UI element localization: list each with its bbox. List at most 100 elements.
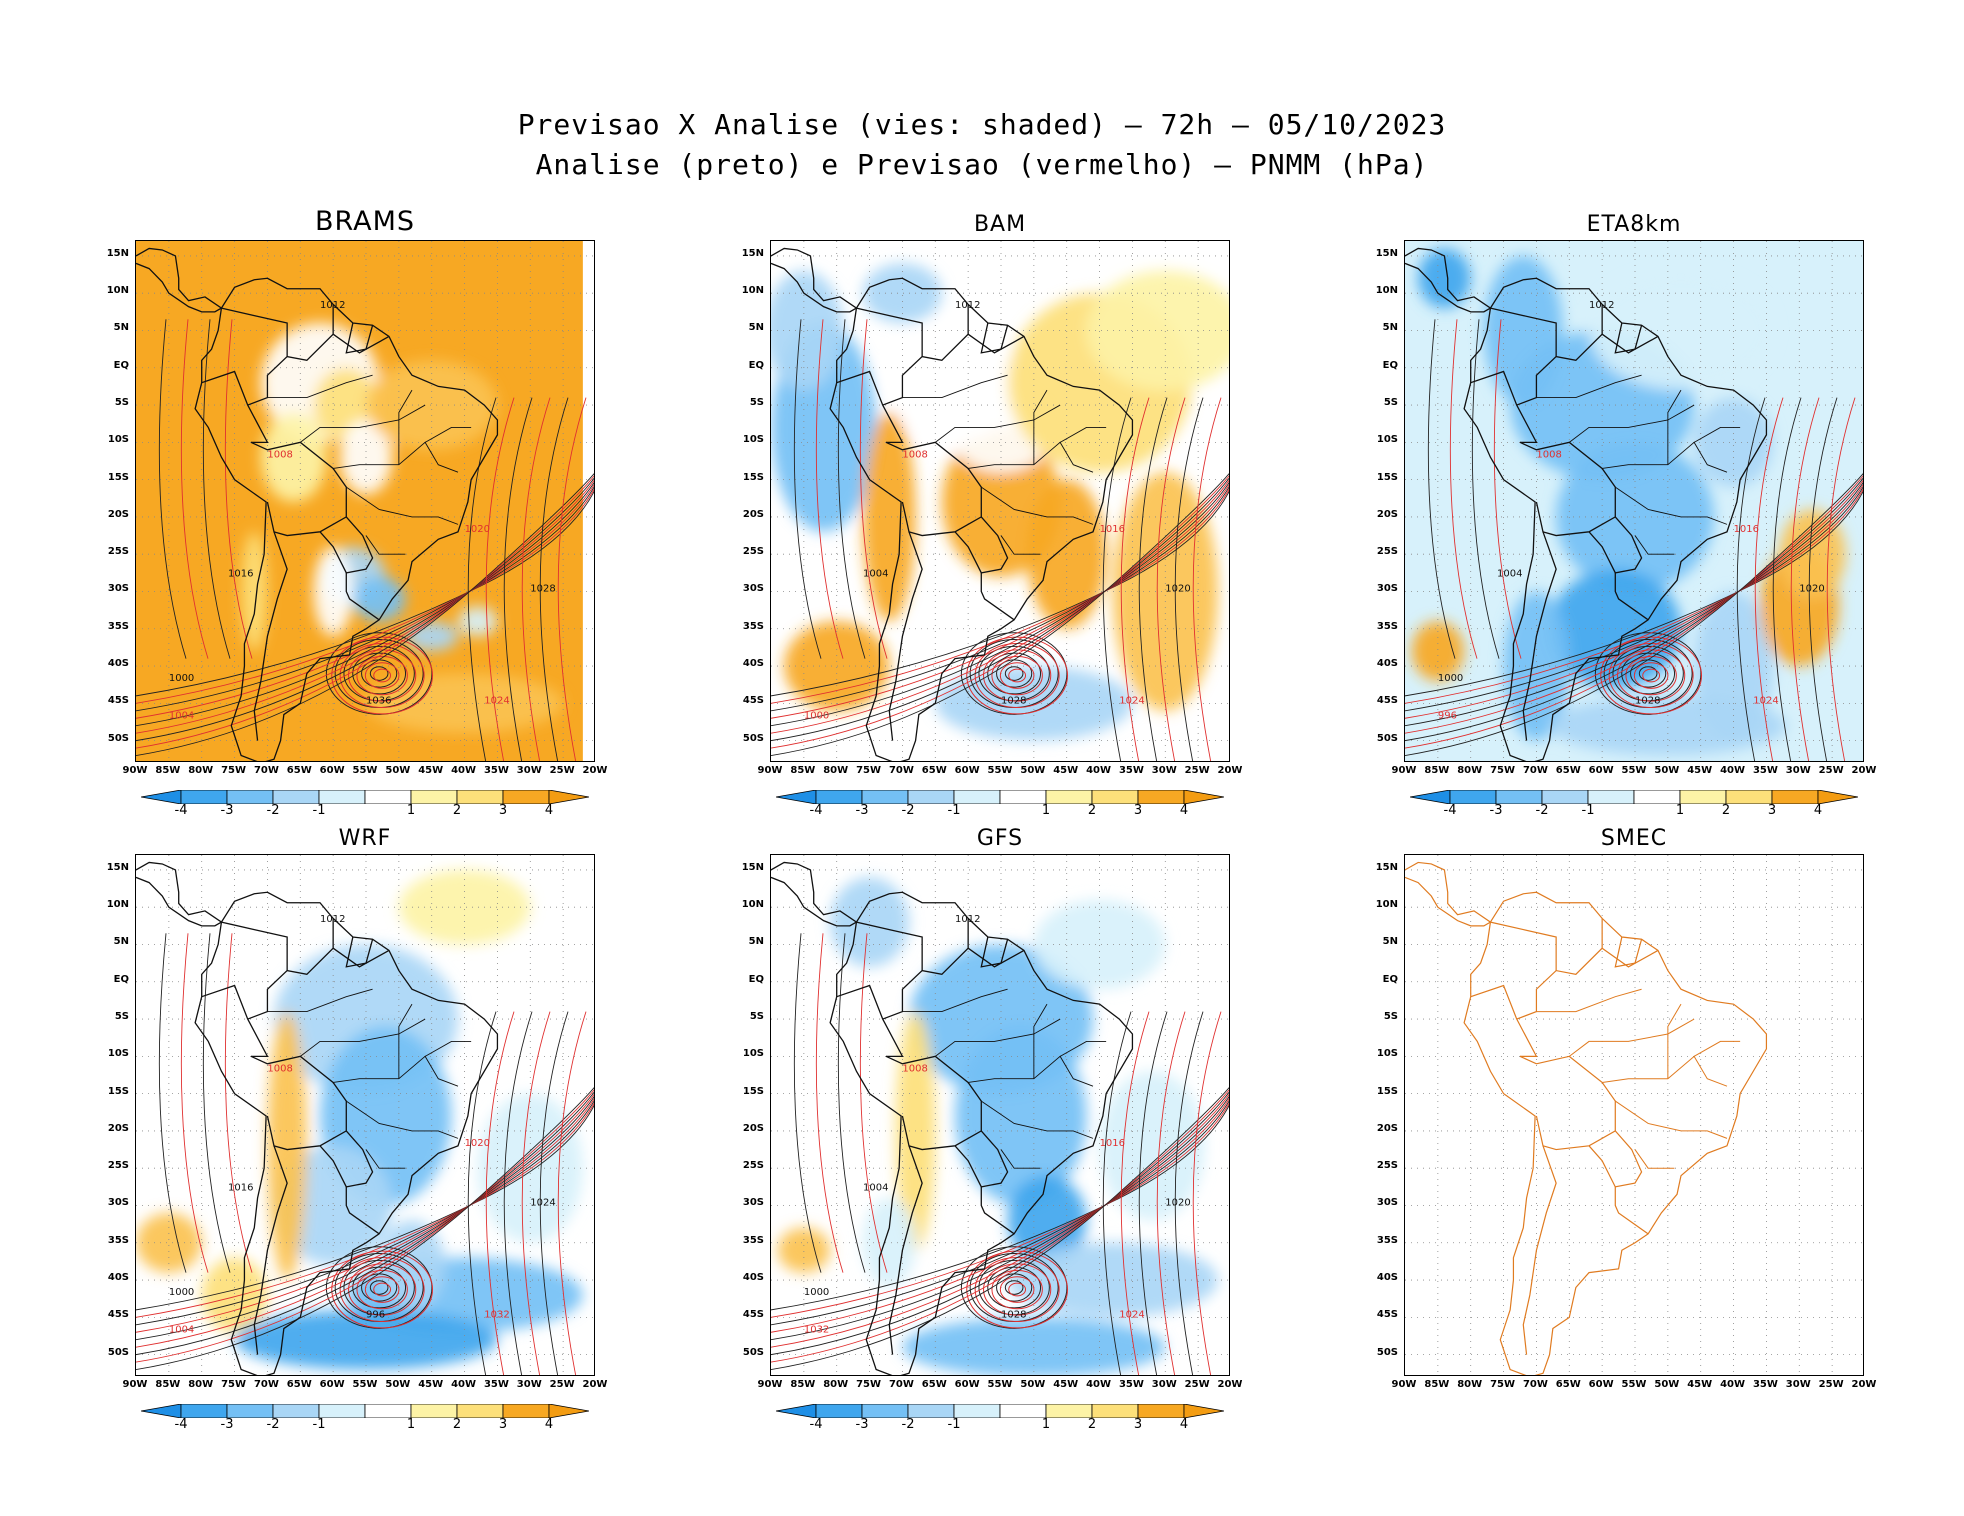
lat-label: 50S: [742, 1346, 764, 1358]
lat-label: EQ: [748, 973, 764, 985]
colorbar-tick: -3: [1489, 803, 1503, 818]
lon-label: 30W: [516, 765, 542, 776]
lon-label: 75W: [856, 765, 882, 776]
colorbar-tick: 3: [498, 803, 508, 818]
colorbar-bam: [775, 789, 1225, 805]
lat-label: 40S: [742, 658, 764, 670]
panel-bam: BAM 1012 1008 1004 1016 1020 1024 1028 1000 15N 10…: [742, 212, 1243, 902]
lon-label: 30W: [1151, 765, 1177, 776]
map-eta8km: 1012 1008 1004 1016 1020 1024 1028 996 1000: [1404, 240, 1864, 762]
lat-label: 45S: [742, 695, 764, 707]
isobar-label: 1012: [955, 300, 980, 311]
lat-label: 5S: [1383, 1011, 1398, 1023]
isobar-label: 1004: [1497, 569, 1522, 580]
lat-label: 45S: [1376, 695, 1398, 707]
panel-title-brams: BRAMS: [314, 206, 416, 237]
colorbar-tick: -3: [855, 803, 869, 818]
isobar-label: 1000: [804, 1287, 829, 1298]
isobar-label: 1012: [1589, 300, 1614, 311]
lat-label: 35S: [1376, 1234, 1398, 1246]
lat-label: 50S: [742, 732, 764, 744]
colorbar-tick: 3: [1767, 803, 1777, 818]
lat-label: 30S: [742, 583, 764, 595]
colorbar-wrf: [140, 1403, 590, 1419]
colorbar-tick: -4: [809, 803, 823, 818]
colorbar-tick: -1: [1581, 803, 1595, 818]
isobar-label: 1004: [863, 1183, 888, 1194]
isobar-label: 1032: [484, 1309, 509, 1320]
colorbar-eta8km: [1409, 789, 1859, 805]
lat-label: 25S: [742, 546, 764, 558]
lon-label: 35W: [483, 1379, 509, 1390]
colorbar-tick: -1: [947, 803, 961, 818]
colorbar-tick: -2: [901, 803, 915, 818]
isobar-label: 1020: [1799, 583, 1824, 594]
isobar-label: 1024: [484, 695, 509, 706]
lon-label: 70W: [1522, 765, 1548, 776]
lon-label: 65W: [921, 765, 947, 776]
isobar-label: 1028: [1001, 1309, 1026, 1320]
lon-label: 75W: [856, 1379, 882, 1390]
lon-label: 85W: [155, 1379, 181, 1390]
colorbar-tick: -2: [266, 803, 280, 818]
lon-label: 20W: [1851, 765, 1877, 776]
colorbar-tick: -3: [855, 1417, 869, 1432]
lat-label: 20S: [1376, 1122, 1398, 1134]
isobar-label: 1000: [1438, 673, 1463, 684]
lat-label: 10S: [1376, 1048, 1398, 1060]
colorbar-tick: 2: [1721, 803, 1731, 818]
figure-title-line2: Analise (preto) e Previsao (vermelho) – …: [535, 148, 1429, 181]
isobar-label: 996: [1438, 710, 1457, 721]
lat-label: 15N: [106, 861, 129, 873]
lat-label: 5N: [113, 936, 129, 948]
lon-label: 50W: [1020, 765, 1046, 776]
lat-label: 35S: [742, 620, 764, 632]
lon-label: 80W: [823, 1379, 849, 1390]
lat-label: 15N: [1375, 247, 1398, 259]
lat-label: 10S: [107, 434, 129, 446]
isobar-label: 1024: [1119, 695, 1144, 706]
lat-label: 30S: [1376, 583, 1398, 595]
lon-label: 50W: [385, 1379, 411, 1390]
map-bam: 1012 1008 1004 1016 1020 1024 1028 1000: [770, 240, 1230, 762]
lat-label: 25S: [1376, 1160, 1398, 1172]
lat-label: 10N: [1375, 285, 1398, 297]
isobar-label: 1012: [955, 914, 980, 925]
lon-label: 70W: [253, 1379, 279, 1390]
colorbar-tick: 4: [544, 803, 554, 818]
lon-label: 40W: [1086, 765, 1112, 776]
lat-label: 5S: [1383, 397, 1398, 409]
lon-label: 25W: [1818, 1379, 1844, 1390]
lon-label: 30W: [516, 1379, 542, 1390]
isobar-label: 1020: [1165, 1197, 1190, 1208]
lon-label: 45W: [1053, 765, 1079, 776]
lon-label: 55W: [1621, 765, 1647, 776]
lon-label: 75W: [1490, 1379, 1516, 1390]
isobar-label: 1020: [1165, 583, 1190, 594]
lat-label: 30S: [1376, 1197, 1398, 1209]
lat-label: 45S: [107, 1309, 129, 1321]
isobar-label: 1024: [530, 1197, 555, 1208]
colorbar-tick: -2: [1535, 803, 1549, 818]
lat-label: 45S: [742, 1309, 764, 1321]
figure-title-line1: Previsao X Analise (vies: shaded) – 72h …: [517, 108, 1447, 141]
lat-label: 45S: [1376, 1309, 1398, 1321]
lat-label: 10N: [741, 899, 764, 911]
lat-label: 30S: [107, 1197, 129, 1209]
lat-label: 5N: [748, 322, 764, 334]
panel-gfs: GFS 1012 1008 1004 1016 1020 1024 1028 1032 1000 1…: [742, 826, 1243, 1516]
isobar-label: 1008: [267, 1063, 292, 1074]
lat-label: EQ: [113, 973, 129, 985]
colorbar-tick: 2: [1087, 1417, 1097, 1432]
lon-label: 50W: [1020, 1379, 1046, 1390]
colorbar-tick: 4: [1179, 803, 1189, 818]
panel-title-eta8km: ETA8km: [1586, 212, 1682, 237]
lon-label: 80W: [188, 1379, 214, 1390]
lon-label: 55W: [1621, 1379, 1647, 1390]
lat-label: EQ: [748, 359, 764, 371]
lat-label: 10S: [1376, 434, 1398, 446]
colorbar-tick: 1: [1041, 1417, 1051, 1432]
lat-label: 45S: [107, 695, 129, 707]
panel-title-gfs: GFS: [976, 826, 1024, 851]
colorbar-tick: 1: [1675, 803, 1685, 818]
